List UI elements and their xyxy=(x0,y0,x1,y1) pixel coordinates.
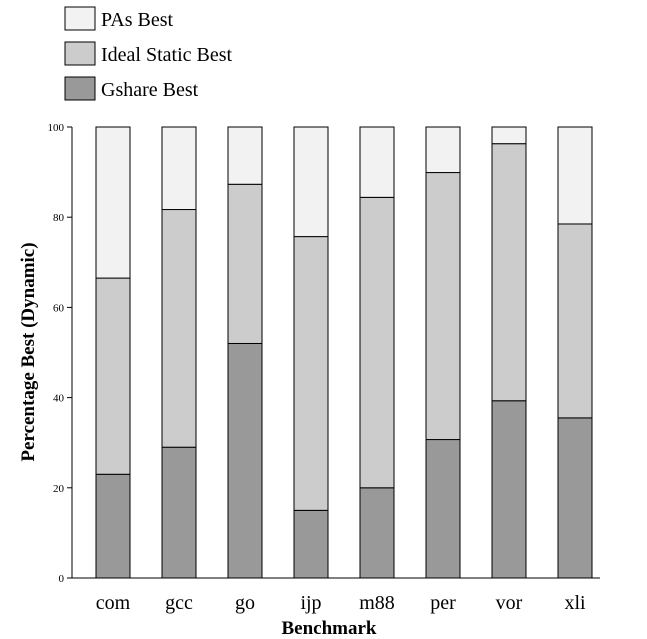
x-tick-label: per xyxy=(430,592,456,614)
bar-segment xyxy=(359,126,395,198)
x-axis: com gcc go ijp m88 per vor xli xyxy=(72,577,600,614)
bar-segment xyxy=(227,126,263,185)
bars xyxy=(95,126,593,579)
x-axis-title: Benchmark xyxy=(282,618,377,639)
bar-segment xyxy=(557,417,593,579)
bar-segment xyxy=(557,223,593,419)
x-tick-label: gcc xyxy=(165,592,193,614)
legend-swatch xyxy=(64,76,96,101)
bar-segment xyxy=(161,446,197,579)
y-tick-label: 60 xyxy=(53,302,65,314)
bar-segment xyxy=(227,183,263,344)
bar-segment xyxy=(491,126,527,145)
x-tick-label: m88 xyxy=(359,592,395,614)
bar-segment xyxy=(557,126,593,225)
x-tick-label: xli xyxy=(564,592,586,614)
bar-segment xyxy=(161,126,197,211)
x-tick-label: com xyxy=(96,592,131,614)
bar-segment xyxy=(95,277,131,475)
bar-segment xyxy=(293,509,329,579)
x-tick-label: vor xyxy=(496,592,523,614)
bar-segment xyxy=(161,209,197,448)
y-axis: 0 20 40 60 80 100 xyxy=(48,122,73,585)
y-tick-label: 80 xyxy=(53,212,65,224)
legend-label: Ideal Static Best xyxy=(101,44,233,66)
bar-segment xyxy=(227,342,263,579)
x-tick-label: ijp xyxy=(300,592,321,614)
legend-label: Gshare Best xyxy=(101,79,199,101)
bar-segment xyxy=(491,400,527,579)
bar-segment xyxy=(293,126,329,238)
legend-swatch xyxy=(64,41,96,66)
x-tick-label: go xyxy=(235,592,255,614)
legend: PAs Best Ideal Static Best Gshare Best xyxy=(64,6,233,101)
y-tick-label: 20 xyxy=(53,483,65,495)
bar-segment xyxy=(491,143,527,402)
y-tick-label: 0 xyxy=(59,573,65,585)
bar-segment xyxy=(95,126,131,279)
bar-segment xyxy=(425,126,461,174)
bar-segment xyxy=(95,473,131,579)
legend-swatch xyxy=(64,6,96,31)
bar-segment xyxy=(425,439,461,579)
legend-label: PAs Best xyxy=(101,9,174,31)
bar-segment xyxy=(425,172,461,441)
bar-segment xyxy=(359,196,395,489)
bar-segment xyxy=(359,487,395,579)
bar-segment xyxy=(293,236,329,511)
y-tick-label: 100 xyxy=(48,122,65,134)
y-axis-title: Percentage Best (Dynamic) xyxy=(18,242,39,461)
y-tick-label: 40 xyxy=(53,393,65,405)
